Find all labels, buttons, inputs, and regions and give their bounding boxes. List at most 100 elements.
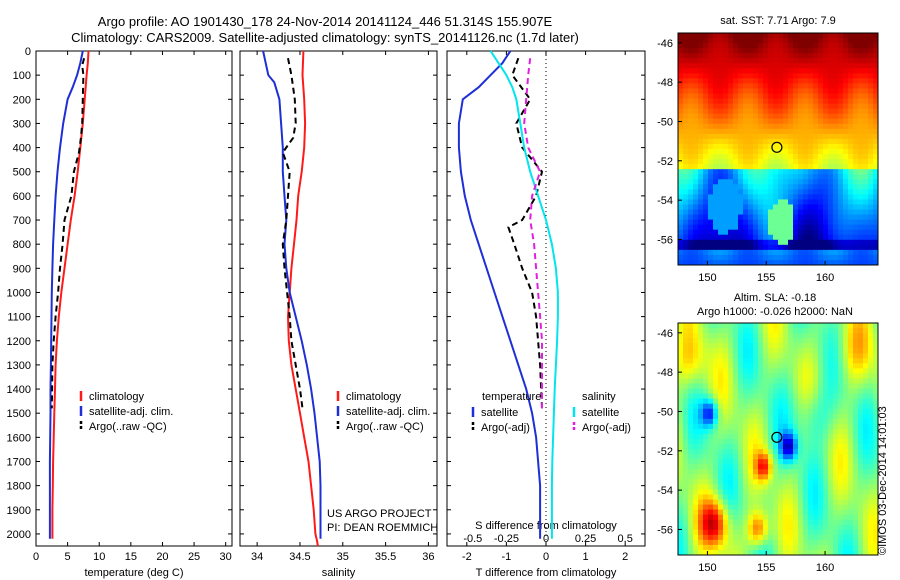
map-cell xyxy=(783,118,789,125)
map-cell xyxy=(858,524,864,531)
map-cell xyxy=(838,179,844,185)
map-cell xyxy=(763,534,769,541)
map-cell xyxy=(718,504,724,511)
map-cell xyxy=(828,459,834,465)
map-cell xyxy=(778,63,784,69)
map-cell xyxy=(868,423,874,430)
map-cell xyxy=(848,229,854,236)
map-cell xyxy=(868,204,874,211)
map-cell xyxy=(763,244,769,251)
map-cell xyxy=(783,38,789,44)
map-cell xyxy=(833,353,839,359)
map-cell xyxy=(783,154,789,160)
map-cell xyxy=(708,393,714,400)
map-cell xyxy=(858,539,864,546)
y-tick-label: 900 xyxy=(13,263,31,275)
map-cell xyxy=(713,539,719,546)
map-cell xyxy=(798,48,804,54)
map-cell xyxy=(788,504,794,511)
map-cell xyxy=(873,244,878,251)
map-cell xyxy=(853,363,859,369)
map-cell xyxy=(763,353,769,359)
map-cell xyxy=(753,88,759,95)
map-cell xyxy=(733,509,739,516)
map-cell xyxy=(793,504,799,511)
map-cell xyxy=(708,133,714,140)
map-cell xyxy=(738,224,744,231)
map-cell xyxy=(748,509,754,516)
map-x-tick-label: 155 xyxy=(757,562,775,574)
map-cell xyxy=(823,428,829,435)
map-cell xyxy=(793,529,799,536)
map-cell xyxy=(748,103,754,110)
map-cell xyxy=(708,244,714,251)
map-cell xyxy=(813,239,819,246)
map-cell xyxy=(778,499,784,506)
map-cell xyxy=(833,254,839,261)
legend-label: climatology xyxy=(346,391,402,403)
map-cell xyxy=(748,403,754,410)
map-cell xyxy=(708,194,714,201)
map-cell xyxy=(723,154,729,160)
map-cell xyxy=(843,169,849,175)
map-cell xyxy=(798,388,804,395)
map-cell xyxy=(753,469,759,475)
map-cell xyxy=(748,78,754,85)
map-cell xyxy=(768,229,774,236)
map-cell xyxy=(803,169,809,175)
map-cell xyxy=(863,413,869,420)
map-cell xyxy=(848,88,854,95)
map-cell xyxy=(763,464,769,470)
map-cell xyxy=(828,333,834,339)
map-cell xyxy=(703,494,709,501)
map-cell xyxy=(848,403,854,410)
map-cell xyxy=(838,249,844,256)
map-cell xyxy=(823,368,829,375)
map-cell xyxy=(738,343,744,349)
map-cell xyxy=(768,43,774,49)
map-cell xyxy=(833,93,839,100)
map-cell xyxy=(823,73,829,79)
map-cell xyxy=(798,504,804,511)
map-cell xyxy=(693,164,699,170)
map-cell xyxy=(698,499,704,506)
map-cell xyxy=(858,164,864,170)
map-cell xyxy=(778,38,784,44)
map-cell xyxy=(718,123,724,130)
map-cell xyxy=(778,479,784,485)
map-cell xyxy=(683,83,689,90)
map-cell xyxy=(728,83,734,90)
map-cell xyxy=(843,343,849,349)
map-cell xyxy=(848,118,854,125)
map-cell xyxy=(798,199,804,206)
map-cell xyxy=(793,368,799,375)
map-cell xyxy=(783,123,789,130)
map-cell xyxy=(718,98,724,105)
map-cell xyxy=(868,474,874,480)
map-cell xyxy=(773,328,779,334)
map-cell xyxy=(783,509,789,516)
map-cell xyxy=(763,439,769,445)
map-cell xyxy=(743,378,749,385)
map-cell xyxy=(698,348,704,354)
map-cell xyxy=(748,333,754,339)
map-cell xyxy=(768,348,774,354)
map-cell xyxy=(838,143,844,150)
map-cell xyxy=(753,254,759,261)
x-tick-label: 36 xyxy=(422,551,434,563)
map-cell xyxy=(678,348,684,354)
map-cell xyxy=(693,63,699,69)
map-cell xyxy=(693,343,699,349)
map-cell xyxy=(858,133,864,140)
map-cell xyxy=(778,459,784,465)
map-cell xyxy=(838,48,844,54)
map-cell xyxy=(753,539,759,546)
map-cell xyxy=(753,219,759,226)
map-cell xyxy=(738,123,744,130)
map-cell xyxy=(778,539,784,546)
map-cell xyxy=(743,219,749,226)
map-cell xyxy=(808,358,814,364)
map-cell xyxy=(708,128,714,135)
map-cell xyxy=(843,159,849,165)
map-cell xyxy=(783,159,789,165)
